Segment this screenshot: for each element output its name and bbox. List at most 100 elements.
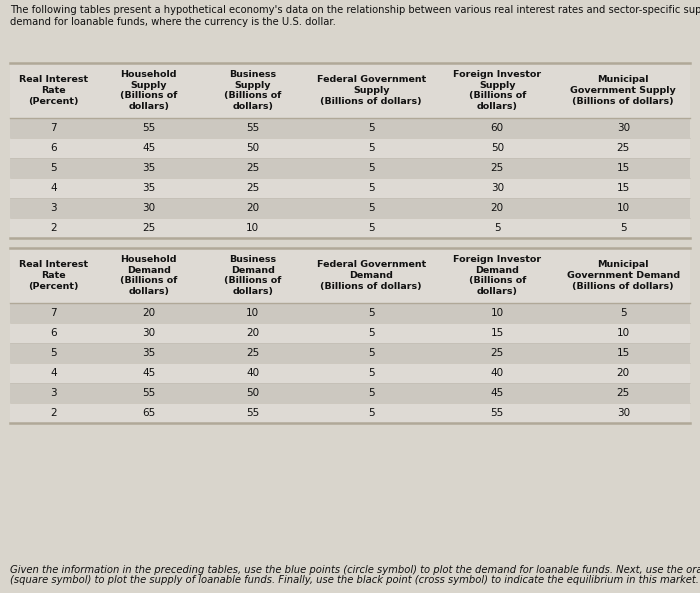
Text: 7: 7 xyxy=(50,123,57,133)
Bar xyxy=(438,343,556,363)
Text: 60: 60 xyxy=(491,123,504,133)
Bar xyxy=(556,198,690,218)
Bar xyxy=(438,383,556,403)
Text: 20: 20 xyxy=(246,328,259,338)
Text: 20: 20 xyxy=(142,308,155,318)
Text: 50: 50 xyxy=(246,143,259,153)
Text: Municipal
Government Supply
(Billions of dollars): Municipal Government Supply (Billions of… xyxy=(570,75,676,106)
Bar xyxy=(438,118,556,138)
Bar xyxy=(201,178,304,198)
Text: 15: 15 xyxy=(617,348,630,358)
Text: 25: 25 xyxy=(246,348,259,358)
Bar xyxy=(304,63,438,118)
Bar xyxy=(97,343,201,363)
Text: Federal Government
Demand
(Billions of dollars): Federal Government Demand (Billions of d… xyxy=(316,260,426,291)
Text: 25: 25 xyxy=(246,163,259,173)
Bar xyxy=(97,138,201,158)
Text: 5: 5 xyxy=(368,328,374,338)
Bar xyxy=(556,323,690,343)
Text: Real Interest
Rate
(Percent): Real Interest Rate (Percent) xyxy=(19,75,88,106)
Bar xyxy=(438,363,556,383)
Bar xyxy=(438,248,556,303)
Text: 4: 4 xyxy=(50,183,57,193)
Text: 40: 40 xyxy=(491,368,504,378)
Text: 25: 25 xyxy=(491,348,504,358)
Bar xyxy=(556,303,690,323)
Text: 35: 35 xyxy=(142,163,155,173)
Bar xyxy=(201,63,304,118)
Text: 45: 45 xyxy=(491,388,504,398)
Text: 15: 15 xyxy=(491,328,504,338)
Bar xyxy=(201,343,304,363)
Text: 6: 6 xyxy=(50,328,57,338)
Bar xyxy=(10,303,97,323)
Bar xyxy=(304,178,438,198)
Text: 15: 15 xyxy=(617,163,630,173)
Text: 6: 6 xyxy=(50,143,57,153)
Text: Household
Supply
(Billions of
dollars): Household Supply (Billions of dollars) xyxy=(120,70,178,111)
Text: 2: 2 xyxy=(50,408,57,418)
Bar xyxy=(304,303,438,323)
Text: 50: 50 xyxy=(246,388,259,398)
Bar xyxy=(97,218,201,238)
Bar xyxy=(556,118,690,138)
Bar xyxy=(97,323,201,343)
Text: 30: 30 xyxy=(142,203,155,213)
Bar xyxy=(97,383,201,403)
Text: 5: 5 xyxy=(368,348,374,358)
Text: 10: 10 xyxy=(491,308,504,318)
Text: 5: 5 xyxy=(368,408,374,418)
Bar xyxy=(556,158,690,178)
Text: Business
Supply
(Billions of
dollars): Business Supply (Billions of dollars) xyxy=(224,70,281,111)
Bar xyxy=(438,138,556,158)
Bar xyxy=(201,323,304,343)
Bar xyxy=(201,198,304,218)
Bar xyxy=(97,363,201,383)
Text: 25: 25 xyxy=(491,163,504,173)
Text: 3: 3 xyxy=(50,203,57,213)
Bar xyxy=(304,403,438,423)
Bar xyxy=(97,403,201,423)
Text: 65: 65 xyxy=(142,408,155,418)
Text: Given the information in the preceding tables, use the blue points (circle symbo: Given the information in the preceding t… xyxy=(10,565,700,575)
Bar xyxy=(438,323,556,343)
Text: 20: 20 xyxy=(491,203,504,213)
Text: 35: 35 xyxy=(142,348,155,358)
Text: 30: 30 xyxy=(491,183,504,193)
Text: Municipal
Government Demand
(Billions of dollars): Municipal Government Demand (Billions of… xyxy=(567,260,680,291)
Text: 25: 25 xyxy=(142,223,155,233)
Text: 45: 45 xyxy=(142,368,155,378)
Text: 5: 5 xyxy=(494,223,500,233)
Text: 20: 20 xyxy=(246,203,259,213)
Bar xyxy=(10,158,97,178)
Text: demand for loanable funds, where the currency is the U.S. dollar.: demand for loanable funds, where the cur… xyxy=(10,17,336,27)
Text: 5: 5 xyxy=(50,348,57,358)
Bar xyxy=(97,303,201,323)
Bar xyxy=(304,198,438,218)
Bar xyxy=(556,343,690,363)
Bar xyxy=(10,178,97,198)
Text: Business
Demand
(Billions of
dollars): Business Demand (Billions of dollars) xyxy=(224,255,281,296)
Bar xyxy=(10,198,97,218)
Bar xyxy=(10,323,97,343)
Bar xyxy=(201,363,304,383)
Bar xyxy=(438,178,556,198)
Text: 45: 45 xyxy=(142,143,155,153)
Bar xyxy=(304,158,438,178)
Text: 25: 25 xyxy=(617,388,630,398)
Bar xyxy=(556,403,690,423)
Bar xyxy=(556,363,690,383)
Bar xyxy=(438,158,556,178)
Text: 10: 10 xyxy=(617,328,630,338)
Bar xyxy=(438,218,556,238)
Bar xyxy=(304,218,438,238)
Text: 30: 30 xyxy=(142,328,155,338)
Text: 5: 5 xyxy=(368,203,374,213)
Text: 25: 25 xyxy=(246,183,259,193)
Text: Foreign Investor
Supply
(Billions of
dollars): Foreign Investor Supply (Billions of dol… xyxy=(453,70,541,111)
Bar xyxy=(304,363,438,383)
Bar xyxy=(97,118,201,138)
Bar xyxy=(97,158,201,178)
Bar xyxy=(10,343,97,363)
Text: 30: 30 xyxy=(617,408,630,418)
